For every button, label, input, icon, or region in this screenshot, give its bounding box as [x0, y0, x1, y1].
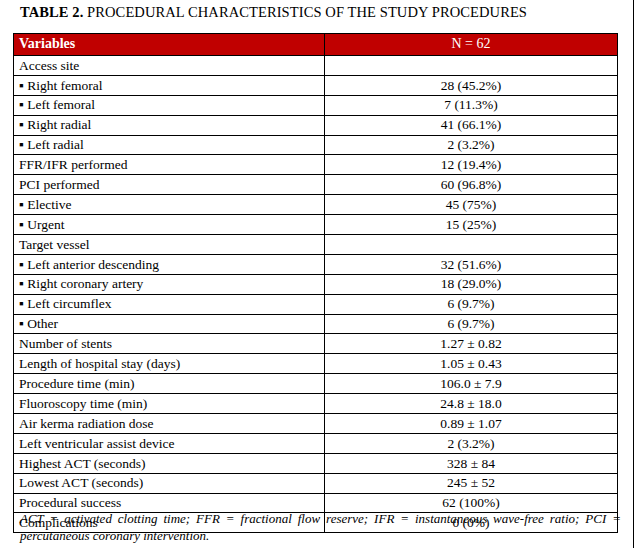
row-label: Air kerma radiation dose — [14, 414, 325, 434]
table-row: ▪ Left femoral 7 (11.3%) — [14, 95, 618, 115]
row-value: 60 (96.8%) — [325, 175, 618, 195]
row-value: 32 (51.6%) — [325, 254, 618, 274]
row-label: PCI performed — [14, 175, 325, 195]
table-row: ▪ Right radial 41 (66.1%) — [14, 115, 618, 135]
column-header-n: N = 62 — [325, 34, 618, 56]
row-value: 41 (66.1%) — [325, 115, 618, 135]
row-value: 6 (9.7%) — [325, 314, 618, 334]
row-label: ▪ Left anterior descending — [14, 254, 325, 274]
row-label: ▪ Urgent — [14, 215, 325, 235]
row-value — [325, 235, 618, 255]
table-row: ▪ Urgent 15 (25%) — [14, 215, 618, 235]
table-row: ▪ Right femoral 28 (45.2%) — [14, 75, 618, 95]
table-title-text: PROCEDURAL CHARACTERISTICS OF THE STUDY … — [83, 4, 527, 20]
row-value: 15 (25%) — [325, 215, 618, 235]
row-label: FFR/IFR performed — [14, 155, 325, 175]
row-label: Highest ACT (seconds) — [14, 453, 325, 473]
row-label: ▪ Right radial — [14, 115, 325, 135]
table-figure-page: TABLE 2. PROCEDURAL CHARACTERISTICS OF T… — [0, 0, 636, 548]
table-footnote: ACT = activated clotting time; FFR = fra… — [20, 511, 621, 544]
table-row: Access site — [14, 56, 618, 76]
table-row: Length of hospital stay (days) 1.05 ± 0.… — [14, 354, 618, 374]
row-label: Fluoroscopy time (min) — [14, 394, 325, 414]
row-label: Lowest ACT (seconds) — [14, 473, 325, 493]
table-body: Access site ▪ Right femoral 28 (45.2%) ▪… — [14, 56, 618, 533]
row-value: 18 (29.0%) — [325, 274, 618, 294]
table-row: ▪ Other 6 (9.7%) — [14, 314, 618, 334]
row-label: Left ventricular assist device — [14, 433, 325, 453]
table-row: Lowest ACT (seconds) 245 ± 52 — [14, 473, 618, 493]
row-value: 45 (75%) — [325, 195, 618, 215]
page-edge-line — [633, 0, 634, 548]
row-value: 0.89 ± 1.07 — [325, 414, 618, 434]
table-row: FFR/IFR performed 12 (19.4%) — [14, 155, 618, 175]
row-label: ▪ Left circumflex — [14, 294, 325, 314]
table-row: Highest ACT (seconds) 328 ± 84 — [14, 453, 618, 473]
row-value: 328 ± 84 — [325, 453, 618, 473]
row-value: 12 (19.4%) — [325, 155, 618, 175]
table-row: Procedure time (min) 106.0 ± 7.9 — [14, 374, 618, 394]
table-title: TABLE 2. PROCEDURAL CHARACTERISTICS OF T… — [20, 4, 527, 21]
row-label: ▪ Right coronary artery — [14, 274, 325, 294]
procedural-characteristics-table: Variables N = 62 Access site ▪ Right fem… — [13, 33, 618, 533]
row-value — [325, 56, 618, 76]
row-label: Access site — [14, 56, 325, 76]
table-row: ▪ Elective 45 (75%) — [14, 195, 618, 215]
row-value: 245 ± 52 — [325, 473, 618, 493]
row-value: 62 (100%) — [325, 493, 618, 513]
table-header-row: Variables N = 62 — [14, 34, 618, 56]
table-row: Procedural success 62 (100%) — [14, 493, 618, 513]
row-label: ▪ Elective — [14, 195, 325, 215]
row-value: 2 (3.2%) — [325, 135, 618, 155]
row-value: 28 (45.2%) — [325, 75, 618, 95]
row-value: 7 (11.3%) — [325, 95, 618, 115]
row-value: 2 (3.2%) — [325, 433, 618, 453]
table-row: Number of stents 1.27 ± 0.82 — [14, 334, 618, 354]
row-label: Number of stents — [14, 334, 325, 354]
row-label: ▪ Other — [14, 314, 325, 334]
row-label: Procedure time (min) — [14, 374, 325, 394]
row-label: Length of hospital stay (days) — [14, 354, 325, 374]
table-row: PCI performed 60 (96.8%) — [14, 175, 618, 195]
table-row: ▪ Right coronary artery 18 (29.0%) — [14, 274, 618, 294]
row-label: ▪ Left radial — [14, 135, 325, 155]
row-label: ▪ Left femoral — [14, 95, 325, 115]
row-label: Target vessel — [14, 235, 325, 255]
row-value: 6 (9.7%) — [325, 294, 618, 314]
table-row: Fluoroscopy time (min) 24.8 ± 18.0 — [14, 394, 618, 414]
column-header-variables: Variables — [14, 34, 325, 56]
row-value: 24.8 ± 18.0 — [325, 394, 618, 414]
table-row: Left ventricular assist device 2 (3.2%) — [14, 433, 618, 453]
row-label: ▪ Right femoral — [14, 75, 325, 95]
row-value: 1.05 ± 0.43 — [325, 354, 618, 374]
row-value: 106.0 ± 7.9 — [325, 374, 618, 394]
table-title-number: TABLE 2. — [20, 4, 83, 20]
table-row: Target vessel — [14, 235, 618, 255]
row-value: 1.27 ± 0.82 — [325, 334, 618, 354]
table-row: ▪ Left circumflex 6 (9.7%) — [14, 294, 618, 314]
table-row: ▪ Left anterior descending 32 (51.6%) — [14, 254, 618, 274]
row-label: Procedural success — [14, 493, 325, 513]
table-row: ▪ Left radial 2 (3.2%) — [14, 135, 618, 155]
table-row: Air kerma radiation dose 0.89 ± 1.07 — [14, 414, 618, 434]
